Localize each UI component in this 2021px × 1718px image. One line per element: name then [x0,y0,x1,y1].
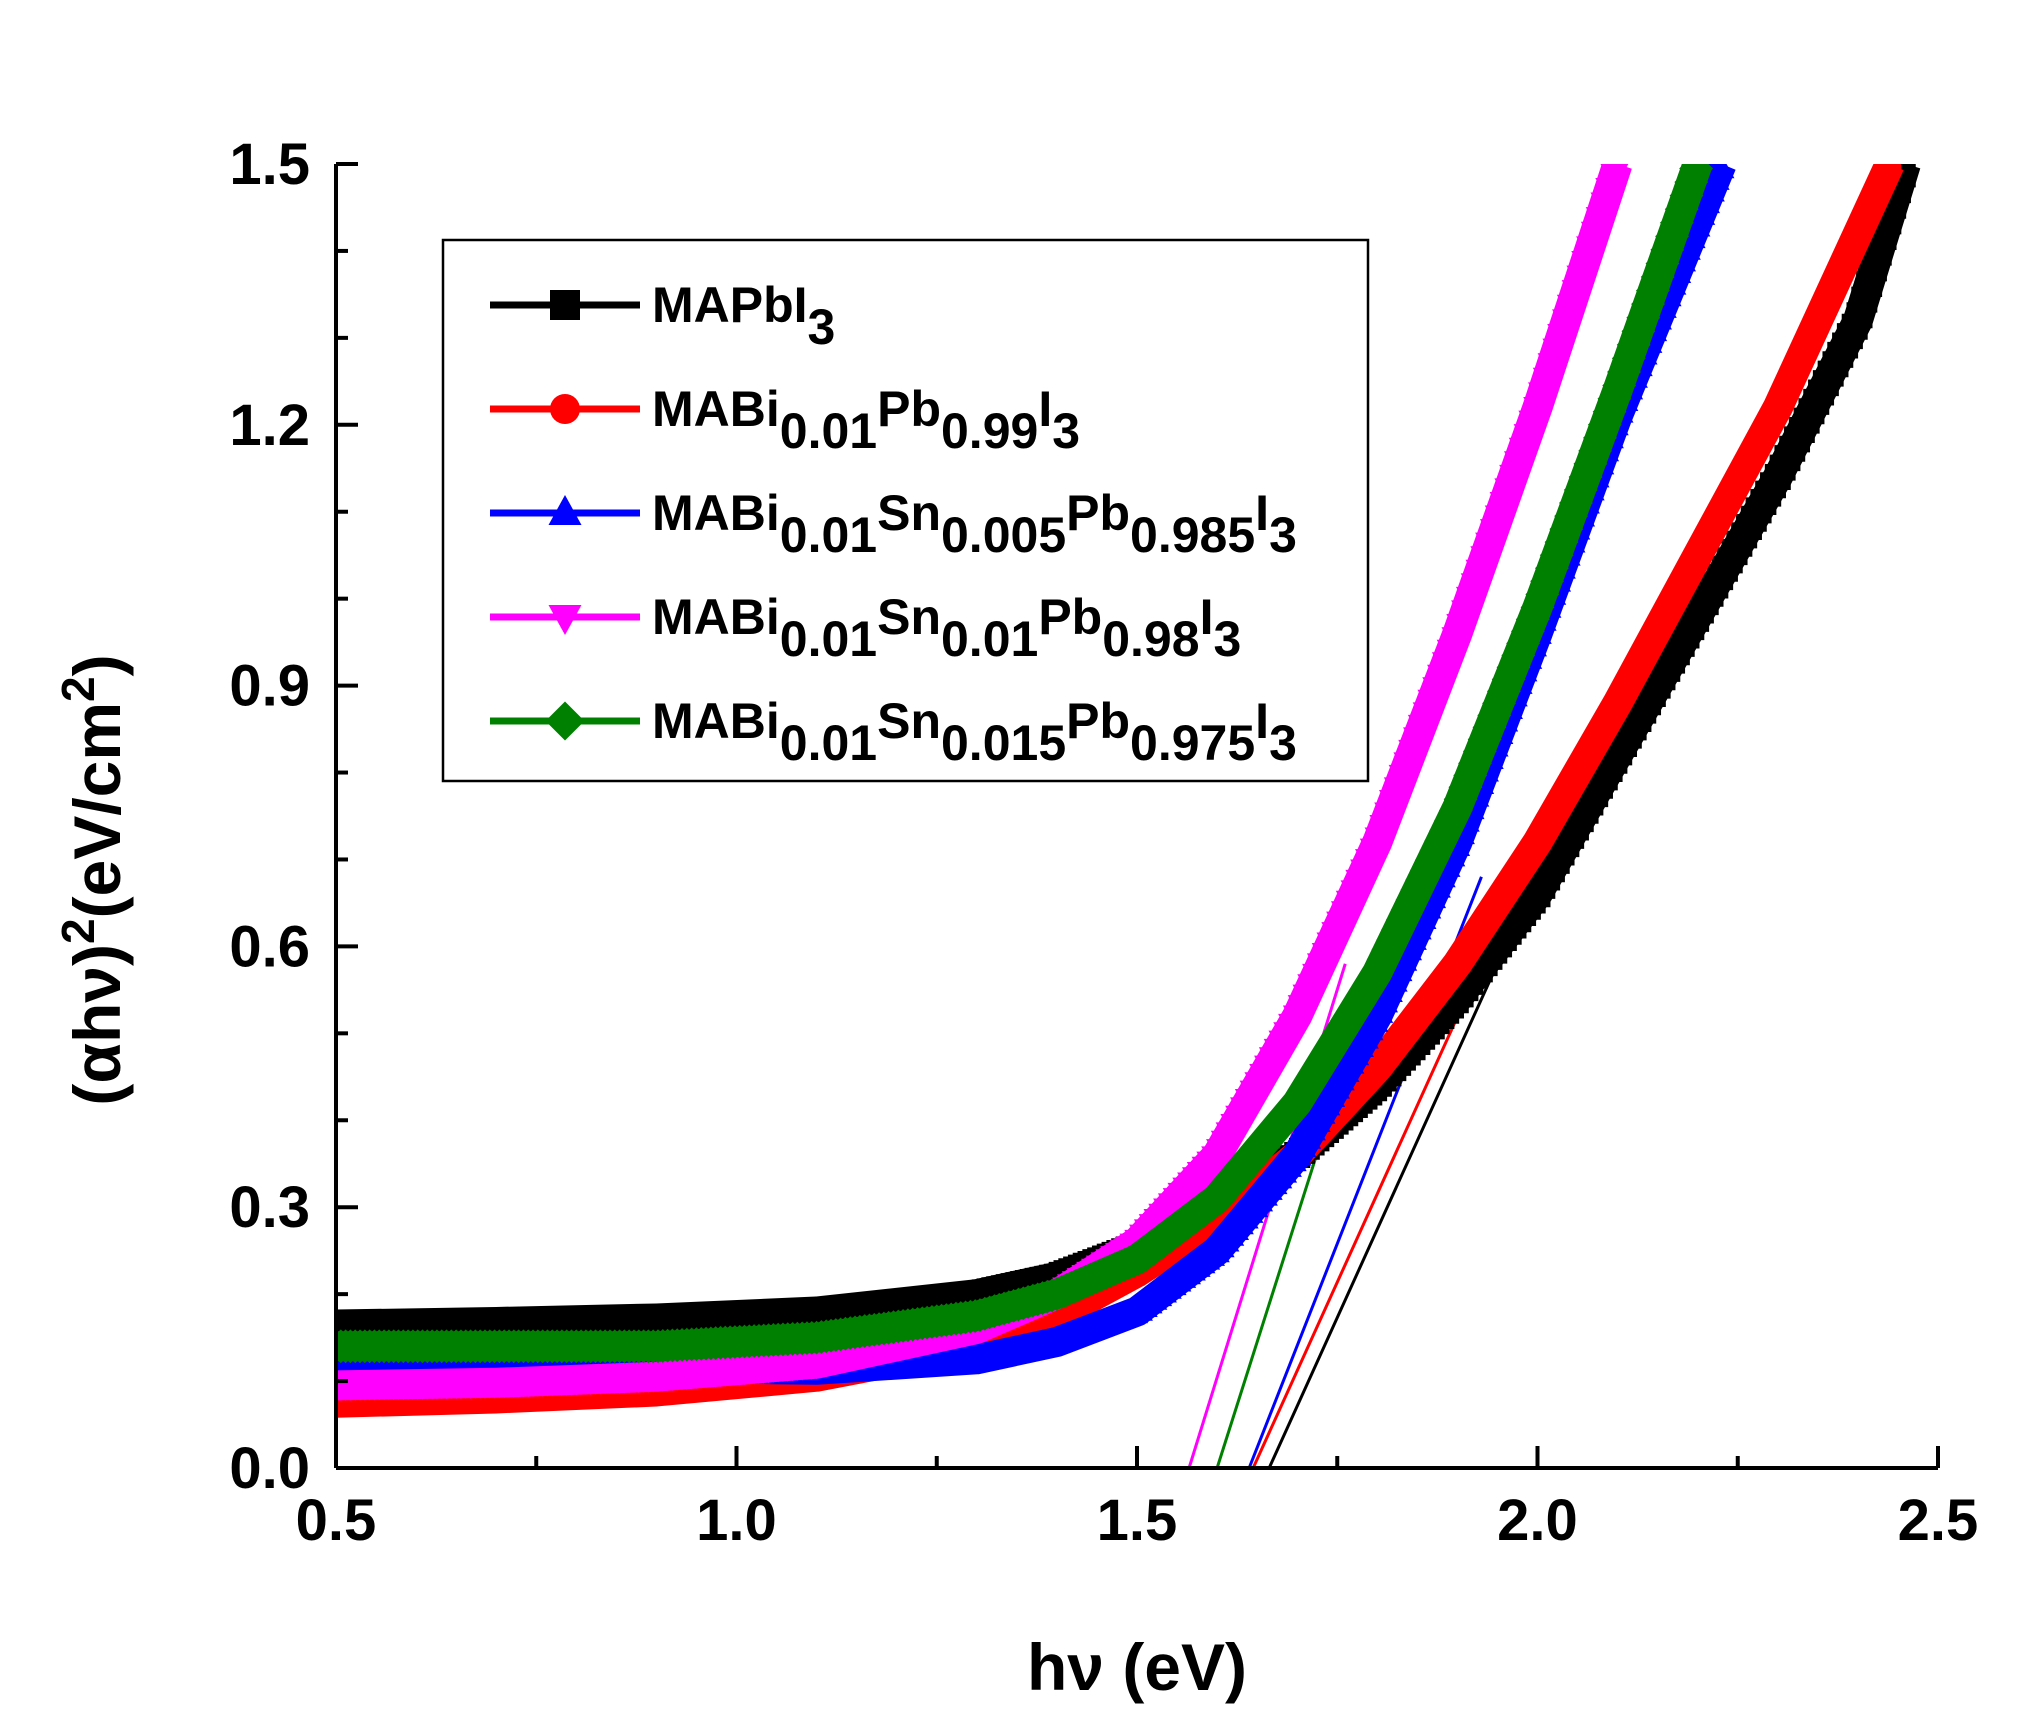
legend-label-part: 0.985 [1130,507,1255,563]
legend-marker-1 [550,394,580,424]
series-4-marker [1669,178,1704,213]
fit-line-0 [1267,963,1499,1469]
legend-label-part: 0.98 [1102,611,1199,667]
legend-label-part: I [1200,589,1214,645]
legend-label-part: MABi [652,485,780,541]
legend-label-part: Pb [877,381,941,437]
y-tick-label: 0.9 [229,654,310,719]
legend-label-part: 0.015 [941,715,1066,771]
legend-marker-0 [550,290,580,320]
series-4-marker [1539,538,1574,573]
legend-label-part: MABi [652,693,780,749]
legend-label-2: MABi0.01Sn0.005Pb0.985I3 [652,485,1297,563]
legend-label-part: I [1255,485,1269,541]
x-axis-title: hν (eV) [1027,1630,1247,1704]
x-tick-label: 1.0 [696,1488,777,1553]
series-4-marker [1616,327,1651,362]
series-4-marker [1631,287,1665,322]
legend-label-part: Sn [877,589,941,645]
legend-marker-4 [545,701,585,741]
series-4-marker [1664,192,1699,227]
y-axis-title-sup: 2 [52,918,104,944]
y-tick-label: 1.2 [229,393,310,458]
series-4-marker [1592,394,1627,429]
legend-label-part: Pb [1066,693,1130,749]
y-axis-title: (αhν)2(eV/cm2) [52,654,134,1105]
legend-label-part: 3 [1052,403,1080,459]
series-layer [334,164,1921,1418]
legend-label-part: 0.01 [780,611,877,667]
series-4-marker [1650,232,1685,267]
legend-label-part: 3 [1269,507,1297,563]
series-1-marker [1875,164,1902,181]
y-axis-title-unit: (eV/cm [60,702,134,918]
legend-label-part: 3 [1213,611,1241,667]
legend-label-part: MABi [652,381,780,437]
series-4-marker [1679,164,1713,186]
series-4-marker [1640,260,1675,294]
x-tick-label: 2.5 [1898,1488,1979,1553]
legend-label-part: Pb [1038,589,1102,645]
fit-line-1 [1251,963,1483,1469]
legend: MAPbI3MABi0.01Pb0.99I3MABi0.01Sn0.005Pb0… [441,238,1370,783]
series-2-marker [1705,164,1735,179]
y-axis-title-close: ) [60,654,134,676]
legend-label-part: 0.975 [1130,715,1255,771]
legend-label-part: 0.01 [941,611,1038,667]
y-axis-title-prefix: (αhν) [60,944,134,1106]
series-3-marker [1600,164,1629,190]
legend-marker-3 [548,605,582,635]
legend-label-part: 0.99 [941,403,1038,459]
legend-label-0: MAPbI3 [652,277,835,355]
series-4-marker [1655,219,1689,254]
legend-label-part: 0.005 [941,507,1066,563]
y-tick-label: 1.5 [229,132,310,197]
y-tick-label: 0.0 [229,1436,310,1501]
legend-label-part: 3 [808,299,836,355]
legend-label-part: I [1255,693,1269,749]
legend-label-4: MABi0.01Sn0.015Pb0.975I3 [652,693,1297,771]
y-tick-label: 0.3 [229,1175,310,1240]
x-tick-label: 2.0 [1497,1488,1578,1553]
legend-marker-2 [548,495,582,525]
legend-label-part: 0.01 [780,715,877,771]
legend-label-part: Sn [877,693,941,749]
tick-labels: 0.5 1.0 1.5 2.0 2.5 0.0 0.3 0.6 0.9 1.2 1.5 [229,132,1978,1553]
series-4-marker [1525,577,1560,612]
legend-label-1: MABi0.01Pb0.99I3 [652,381,1080,459]
legend-label-part: 3 [1269,715,1297,771]
x-tick-label: 0.5 [296,1488,377,1553]
ticks [334,162,1940,1470]
legend-label-part: Sn [877,485,941,541]
legend-label-part: Pb [1066,485,1130,541]
y-tick-label: 0.6 [229,914,310,979]
legend-label-part: 0.01 [780,507,877,563]
legend-label-part: I [1038,381,1052,437]
x-tick-label: 1.5 [1097,1488,1178,1553]
legend-label-part: MAPbI [652,277,808,333]
legend-label-part: 0.01 [780,403,877,459]
series-4 [334,164,1713,1364]
y-axis-title-unit-sup: 2 [52,676,104,702]
series-4-marker [1554,499,1589,533]
series-4-marker [1602,368,1637,403]
legend-label-part: MABi [652,589,780,645]
series-4-marker [1563,473,1598,507]
legend-label-3: MABi0.01Sn0.01Pb0.98I3 [652,589,1241,667]
series-4-marker [1578,433,1613,468]
